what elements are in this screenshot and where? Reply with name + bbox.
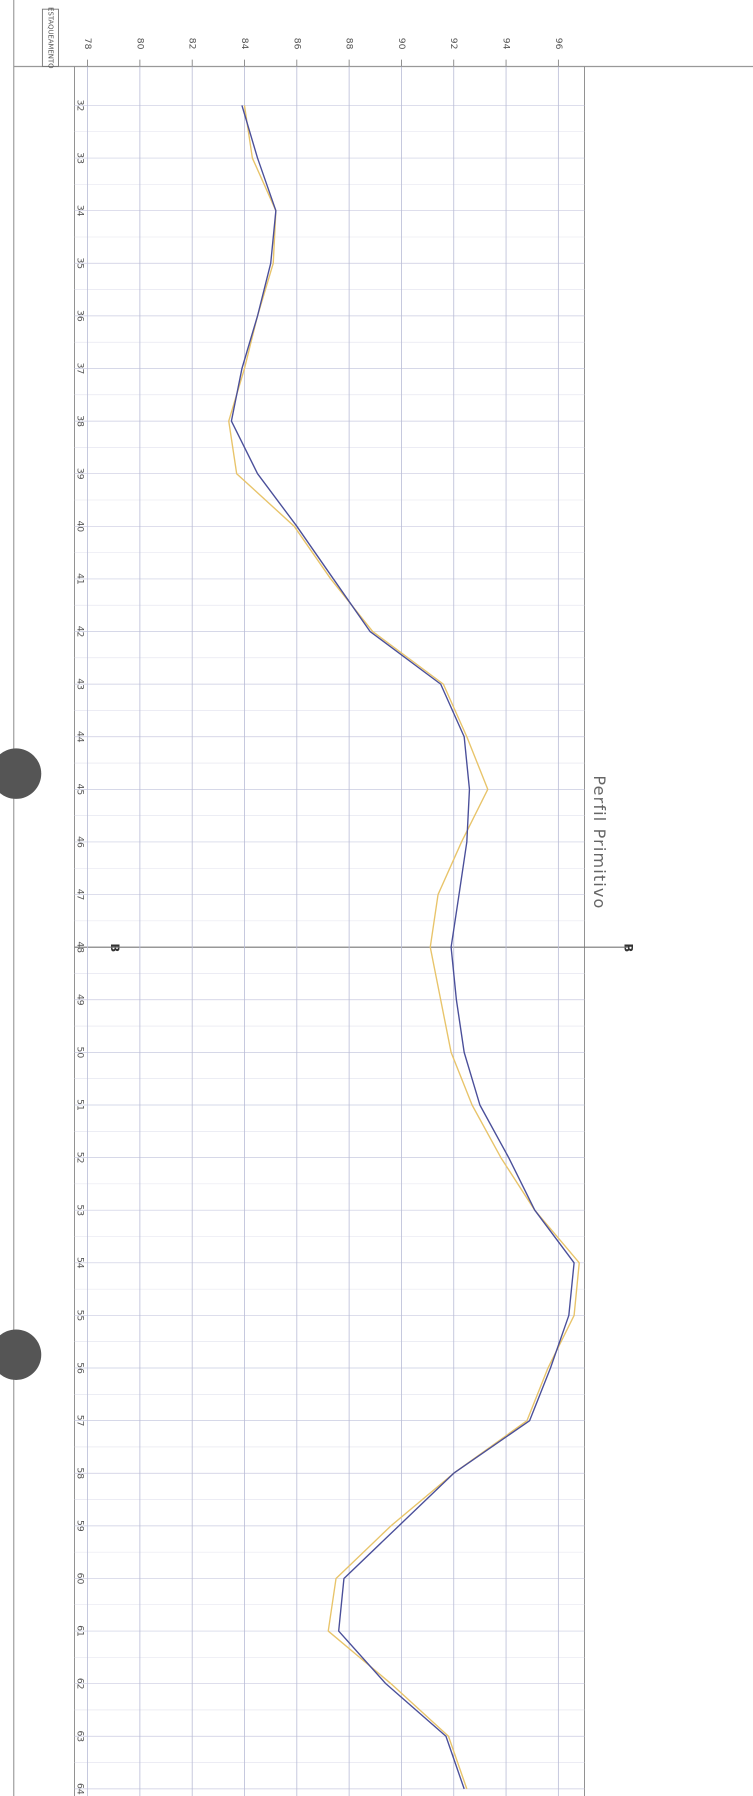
station-label: 45 [75,784,86,796]
station-label: 43 [75,678,86,690]
station-label: 52 [75,1152,86,1164]
profile-line [230,105,575,1790]
station-label: 39 [75,468,86,480]
header: ESTAQUEAMENTO [46,7,54,69]
annotation: Perfil Primitivo [590,775,609,909]
station-label: 48 [75,941,86,953]
station-label: 42 [75,626,86,638]
x-tick-label: 88 [344,38,355,50]
section-mark: B [622,943,636,952]
station-label: 51 [75,1099,86,1111]
station-label: 33 [75,152,86,164]
station-label: 58 [75,1467,86,1479]
station-label: 53 [75,1204,86,1216]
x-tick-label: 96 [553,38,564,50]
station-label: 57 [75,1415,86,1427]
station-label: 40 [75,520,86,532]
x-tick-label: 92 [448,38,459,50]
station-label: 64 [75,1783,86,1795]
x-tick-label: 80 [134,38,145,50]
station-label: 55 [75,1310,86,1322]
station-label: 63 [75,1730,86,1742]
station-label: 37 [75,363,86,375]
x-tick-label: 86 [291,38,302,50]
station-label: 32 [75,100,86,112]
x-tick-label: 94 [501,38,512,50]
x-tick-label: 78 [82,38,93,50]
station-label: 50 [75,1047,86,1059]
punch-hole [0,748,42,799]
station-label: 34 [75,205,86,217]
station-label: 35 [75,257,86,269]
x-tick-label: 90 [396,38,407,50]
station-label: 49 [75,994,86,1006]
section-mark: B [108,943,122,952]
station-label: 61 [75,1625,86,1637]
punch-hole [0,1329,42,1380]
profile-line [228,105,580,1790]
station-label: 41 [75,573,86,585]
station-label: 62 [75,1678,86,1690]
station-label: 56 [75,1362,86,1374]
x-tick-label: 82 [187,38,198,50]
station-label: 38 [75,415,86,427]
station-label: 59 [75,1520,86,1532]
header-box [41,8,59,67]
x-tick-label: 84 [239,38,250,50]
station-label: 47 [75,889,86,901]
station-label: 36 [75,310,86,322]
station-label: 54 [75,1257,86,1269]
station-label: 60 [75,1573,86,1585]
station-label: 46 [75,836,86,848]
station-label: 44 [75,731,86,743]
